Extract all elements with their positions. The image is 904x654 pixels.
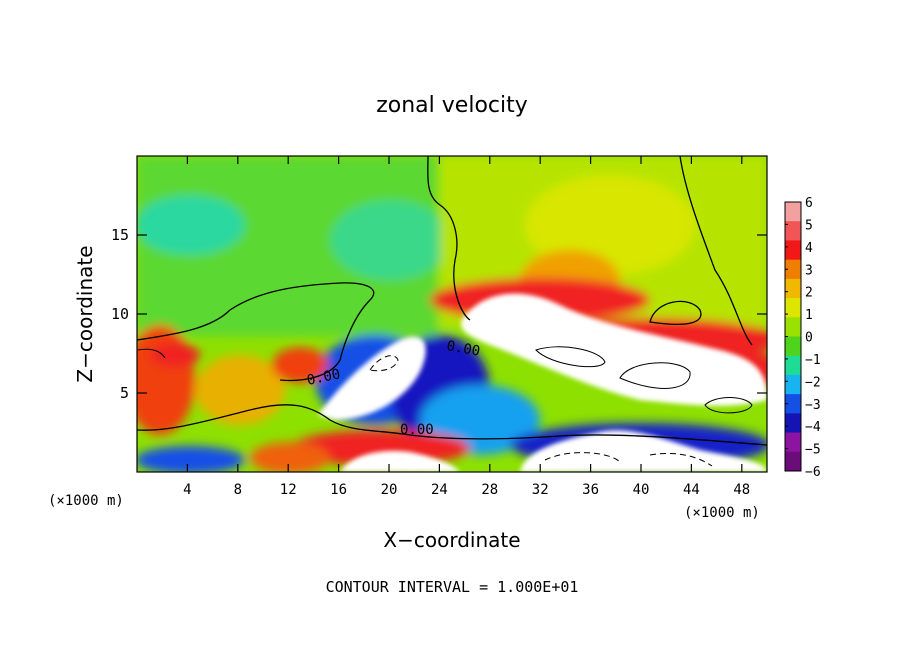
x-tick-label: 4 [183, 482, 191, 498]
colorbar-swatch [785, 355, 801, 376]
colorbar-label: 2 [805, 286, 813, 301]
x-tick-label: 24 [431, 482, 448, 498]
y-tick-label: 10 [111, 305, 129, 323]
x-axis-title: X−coordinate [383, 528, 520, 552]
contour-label-group: 0.00 0.00 0.00 [306, 338, 482, 438]
colorbar-swatch [785, 451, 801, 472]
x-tick-label: 8 [234, 482, 242, 498]
x-tick-label: 16 [330, 482, 347, 498]
x-tick-label: 20 [381, 482, 398, 498]
colorbar-swatch [785, 278, 801, 299]
contour-interval-note: CONTOUR INTERVAL = 1.000E+01 [326, 578, 579, 596]
x-unit-label-right: (×1000 m) [684, 505, 760, 521]
x-unit-label-left: (×1000 m) [48, 493, 124, 509]
x-tick-label: 28 [481, 482, 498, 498]
colorbar-label: −1 [805, 353, 821, 368]
x-tick-label: 32 [532, 482, 549, 498]
colorbar-swatch [785, 221, 801, 241]
colorbar-label: −2 [805, 375, 821, 390]
contour-label: 0.00 [445, 338, 481, 360]
colorbar-label: −4 [805, 420, 821, 435]
colorbar-label: 1 [805, 308, 813, 323]
x-tick-label: 44 [683, 482, 700, 498]
contour-label: 0.00 [306, 366, 342, 389]
x-tick-label: 36 [582, 482, 599, 498]
y-tick-label: 15 [111, 226, 129, 244]
x-tick-label: 12 [280, 482, 297, 498]
colorbar-swatch [785, 374, 801, 395]
colorbar-label: 0 [805, 331, 813, 346]
colorbar: 6 5 4 3 2 1 0 −1 −2 −3 −4 −5 −6 [784, 196, 821, 480]
y-axis: 5 10 15 [111, 226, 767, 402]
colorbar-swatch [785, 202, 801, 222]
colorbar-label: −3 [805, 398, 821, 413]
colorbar-swatch [785, 259, 801, 280]
y-tick-label: 5 [120, 384, 129, 402]
x-tick-label: 48 [733, 482, 750, 498]
colorbar-swatch [785, 240, 801, 261]
colorbar-swatch [785, 336, 801, 357]
x-axis: 4 8 12 16 20 24 28 32 36 40 44 48 [183, 156, 750, 498]
contour-label: 0.00 [400, 422, 434, 438]
colorbar-label: 6 [805, 196, 813, 211]
contour-lines [137, 156, 767, 446]
plot-area [137, 156, 767, 472]
colorbar-label: 4 [805, 241, 813, 256]
colorbar-swatch [785, 317, 801, 337]
saturated-regions [318, 293, 767, 472]
y-axis-title: Z−coordinate [73, 245, 97, 382]
colorbar-swatch [785, 413, 801, 434]
colorbar-swatch [785, 298, 801, 318]
colorbar-label: 5 [805, 218, 813, 233]
dashed-contours [369, 355, 713, 467]
colorbar-label: 3 [805, 263, 813, 278]
colorbar-swatch [785, 394, 801, 414]
colorbar-label: −5 [805, 443, 821, 458]
chart-title: zonal velocity [376, 93, 528, 118]
colorbar-swatch [785, 432, 801, 453]
colorbar-label: −6 [805, 465, 821, 480]
x-tick-label: 40 [633, 482, 650, 498]
